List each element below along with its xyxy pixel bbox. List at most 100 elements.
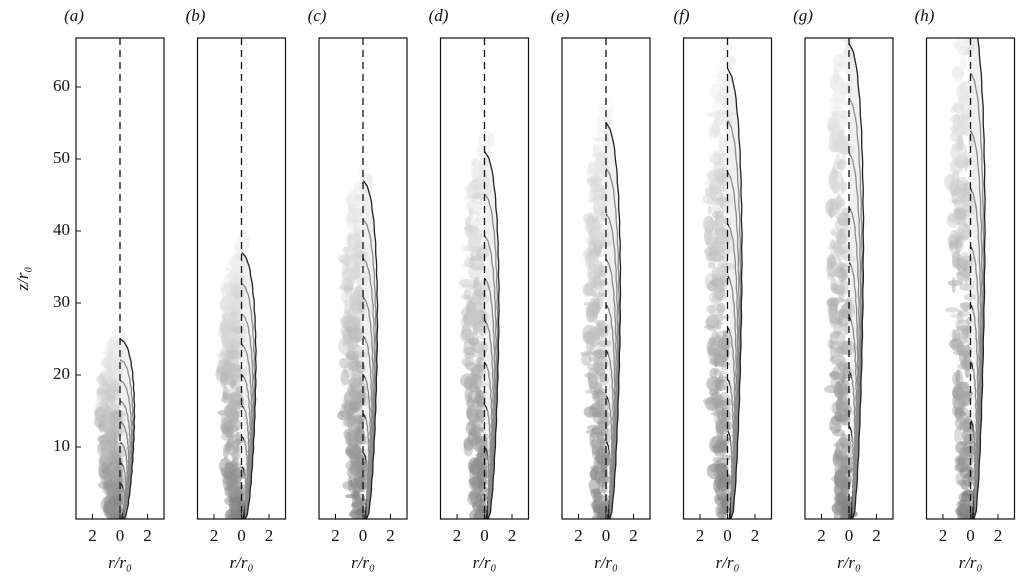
x-axis-label: r/r₀ xyxy=(959,553,983,572)
eddy xyxy=(833,508,849,519)
eddy xyxy=(704,220,718,232)
eddy xyxy=(716,228,733,246)
x-tick-label: 2 xyxy=(331,526,340,545)
x-tick-label: 2 xyxy=(88,526,97,545)
eddy xyxy=(841,370,846,383)
eddy xyxy=(843,18,858,35)
eddy xyxy=(833,266,847,279)
eddy xyxy=(953,349,968,356)
eddy xyxy=(708,336,717,346)
eddy xyxy=(718,337,730,351)
eddy xyxy=(829,354,846,364)
eddy xyxy=(828,305,837,324)
eddy xyxy=(594,319,607,325)
eddy xyxy=(231,448,239,461)
eddy xyxy=(840,443,854,462)
front-contour xyxy=(119,338,136,519)
eddy xyxy=(829,209,845,218)
eddy xyxy=(586,411,593,417)
eddy xyxy=(230,260,245,266)
eddy xyxy=(716,496,722,501)
x-tick-label: 0 xyxy=(359,526,368,545)
eddy xyxy=(720,360,727,371)
eddy xyxy=(963,0,976,16)
eddy xyxy=(957,38,965,43)
eddy xyxy=(597,474,608,488)
eddy xyxy=(484,139,490,146)
eddy xyxy=(461,356,475,367)
x-tick-label: 2 xyxy=(751,526,760,545)
eddy xyxy=(466,390,483,404)
eddy xyxy=(222,361,234,370)
eddy xyxy=(468,231,482,248)
eddy xyxy=(716,353,726,366)
eddy xyxy=(229,429,235,436)
eddy xyxy=(953,427,963,444)
x-tick-label: 0 xyxy=(723,526,732,545)
eddy xyxy=(955,153,967,169)
eddy xyxy=(468,256,484,261)
eddy xyxy=(828,170,844,188)
eddy xyxy=(467,377,477,388)
eddy xyxy=(957,381,970,390)
eddy xyxy=(709,388,719,397)
eddy xyxy=(352,490,359,498)
eddy xyxy=(954,212,967,218)
eddy xyxy=(722,329,728,339)
eddy xyxy=(592,297,604,310)
eddy xyxy=(477,408,484,416)
x-axis-label: r/r₀ xyxy=(716,553,740,572)
eddy xyxy=(829,315,835,328)
eddy xyxy=(586,424,599,431)
eddy xyxy=(829,331,840,339)
eddy xyxy=(835,229,847,245)
front-contour xyxy=(484,151,500,519)
eddy xyxy=(346,210,358,224)
eddy xyxy=(840,140,848,150)
eddy xyxy=(356,417,364,426)
eddy xyxy=(470,370,476,380)
eddy xyxy=(108,508,118,519)
eddy xyxy=(714,379,729,391)
eddy xyxy=(353,185,358,198)
eddy xyxy=(840,432,847,449)
eddy xyxy=(834,476,843,489)
eddy xyxy=(220,332,230,349)
eddy xyxy=(585,303,593,319)
eddy xyxy=(833,120,840,127)
eddy xyxy=(472,498,487,515)
eddy xyxy=(469,488,479,506)
eddy xyxy=(466,398,475,408)
x-tick-label: 0 xyxy=(602,526,611,545)
eddy xyxy=(227,472,241,491)
eddy xyxy=(714,442,727,457)
eddy xyxy=(345,394,362,403)
x-tick-label: 2 xyxy=(265,526,274,545)
eddy xyxy=(99,400,108,407)
eddy xyxy=(719,473,734,487)
eddy xyxy=(707,262,716,269)
eddy xyxy=(592,499,599,513)
front-contour xyxy=(727,68,743,519)
eddy xyxy=(340,369,349,386)
x-tick-label: 2 xyxy=(629,526,638,545)
eddy xyxy=(478,134,489,151)
eddy xyxy=(963,0,978,8)
eddy xyxy=(844,19,854,34)
eddy xyxy=(840,413,851,426)
eddy xyxy=(468,337,480,346)
eddy xyxy=(960,395,971,407)
eddy xyxy=(475,297,483,305)
eddy xyxy=(587,161,602,172)
eddy xyxy=(358,172,366,177)
eddy xyxy=(957,224,972,241)
eddy xyxy=(233,260,241,273)
eddy xyxy=(835,362,848,368)
eddy xyxy=(713,358,719,368)
eddy xyxy=(839,390,845,395)
eddy xyxy=(838,129,844,139)
panel-label: (d) xyxy=(429,6,449,25)
y-tick-label: 40 xyxy=(53,220,70,239)
eddy xyxy=(948,241,954,252)
